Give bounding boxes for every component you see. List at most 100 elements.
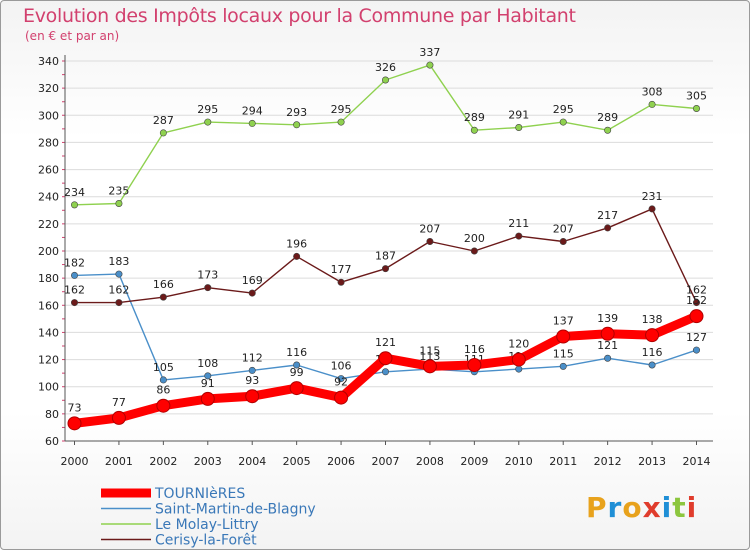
x-tick-label: 2005 xyxy=(283,455,311,468)
data-label: 139 xyxy=(597,312,618,325)
data-label: 162 xyxy=(64,284,85,297)
data-label: 196 xyxy=(286,237,307,250)
x-tick-label: 2010 xyxy=(505,455,533,468)
data-label: 234 xyxy=(64,186,85,199)
data-label: 235 xyxy=(108,185,129,198)
data-label: 169 xyxy=(242,274,263,287)
data-label: 77 xyxy=(112,396,126,409)
data-point xyxy=(511,352,526,367)
data-point xyxy=(115,270,123,278)
data-label: 294 xyxy=(242,104,263,117)
grid-lines xyxy=(65,60,713,442)
series-line xyxy=(73,64,698,206)
data-point xyxy=(470,247,478,255)
data-point xyxy=(337,118,345,126)
x-tick-label: 2003 xyxy=(194,455,222,468)
data-point xyxy=(159,376,167,384)
data-point xyxy=(334,390,349,405)
data-point xyxy=(248,289,256,297)
data-label: 289 xyxy=(597,111,618,124)
data-point xyxy=(381,368,389,376)
data-point xyxy=(426,238,434,246)
data-point xyxy=(67,416,82,431)
y-tick-label: 340 xyxy=(38,55,59,68)
data-label: 112 xyxy=(242,351,263,364)
legend-label: Saint-Martin-de-Blagny xyxy=(155,502,316,518)
data-label: 173 xyxy=(197,269,218,282)
data-label: 106 xyxy=(331,360,352,373)
data-point xyxy=(381,76,389,84)
data-label: 91 xyxy=(201,377,215,390)
data-label: 121 xyxy=(597,339,618,352)
data-label: 99 xyxy=(290,366,304,379)
y-tick-label: 200 xyxy=(38,245,59,258)
data-point xyxy=(71,271,79,279)
data-point xyxy=(600,326,615,341)
x-tick-label: 2001 xyxy=(105,455,133,468)
data-point xyxy=(337,375,345,383)
x-tick-label: 2008 xyxy=(416,455,444,468)
x-tick-label: 2013 xyxy=(638,455,666,468)
data-label: 295 xyxy=(197,103,218,116)
data-label: 86 xyxy=(156,384,170,397)
data-point xyxy=(71,201,79,209)
x-tick-label: 2007 xyxy=(372,455,400,468)
data-point xyxy=(111,410,126,425)
data-label: 293 xyxy=(286,106,307,119)
y-tick-label: 260 xyxy=(38,164,59,177)
data-point xyxy=(422,359,437,374)
data-label: 115 xyxy=(553,347,574,360)
data-point xyxy=(293,361,301,369)
series-1: 234 235 287 295 294 293 295 326 337 289 291 295 289 3… xyxy=(64,46,707,209)
data-label: 127 xyxy=(686,331,707,344)
data-point xyxy=(200,391,215,406)
data-label: 108 xyxy=(197,357,218,370)
y-tick-label: 80 xyxy=(45,408,59,421)
data-point xyxy=(248,119,256,127)
y-tick-label: 60 xyxy=(45,435,59,448)
legend-label: Cerisy-la-Forêt xyxy=(155,533,257,549)
x-tick-label: 2009 xyxy=(460,455,488,468)
data-label: 116 xyxy=(286,346,307,359)
data-point xyxy=(115,200,123,208)
legend-label: TOURNIèRES xyxy=(154,486,245,502)
data-point xyxy=(692,299,700,307)
chart-subtitle: (en € et par an) xyxy=(25,29,120,43)
x-tick-label: 2011 xyxy=(549,455,577,468)
data-label: 337 xyxy=(419,46,440,59)
data-label: 105 xyxy=(153,361,174,374)
data-label: 166 xyxy=(153,278,174,291)
data-point xyxy=(337,278,345,286)
data-label: 177 xyxy=(331,263,352,276)
data-point xyxy=(515,232,523,240)
data-label: 152 xyxy=(686,294,707,307)
series-3: 73 77 86 91 93 99 92 121 115 116 120 137 139 138 152 xyxy=(67,294,707,431)
data-point xyxy=(204,118,212,126)
legend-label: Le Molay-Littry xyxy=(155,517,259,533)
x-tick-label: 2002 xyxy=(149,455,177,468)
proxiti-logo: Proxiti xyxy=(586,491,698,524)
data-label: 291 xyxy=(508,109,529,122)
data-point xyxy=(692,346,700,354)
data-label: 295 xyxy=(553,103,574,116)
y-tick-label: 220 xyxy=(38,218,59,231)
data-point xyxy=(689,309,704,324)
data-point xyxy=(556,329,571,344)
data-point xyxy=(289,381,304,396)
data-label: 92 xyxy=(334,376,348,389)
y-tick-label: 300 xyxy=(38,109,59,122)
data-label: 120 xyxy=(508,338,529,351)
data-point xyxy=(559,362,567,370)
data-point xyxy=(559,238,567,246)
data-label: 73 xyxy=(68,401,82,414)
data-label: 211 xyxy=(508,217,529,230)
data-label: 207 xyxy=(419,223,440,236)
data-point xyxy=(648,205,656,213)
data-label: 289 xyxy=(464,111,485,124)
x-tick-label: 2004 xyxy=(238,455,266,468)
axes: 60 80 100 120 140 160 180 200 220 240 260 280 300 320… xyxy=(38,55,713,468)
data-point xyxy=(604,224,612,232)
